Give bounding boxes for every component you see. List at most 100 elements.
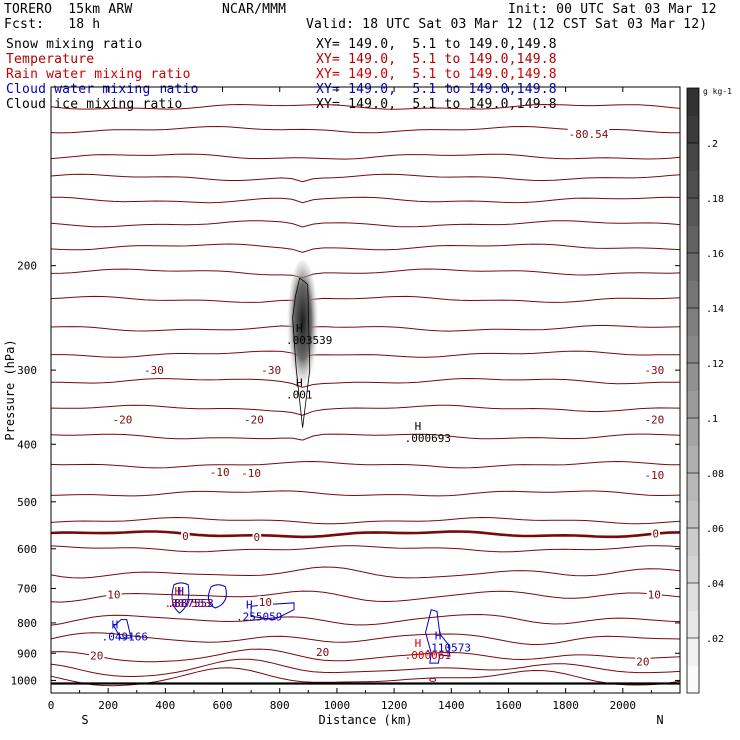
isotherm-label-bg <box>111 413 134 426</box>
colorbar-tick-label: .02 <box>706 634 724 645</box>
isotherm <box>50 545 681 553</box>
colorbar-segment <box>687 253 699 281</box>
colorbar-segment <box>687 363 699 391</box>
isotherm-label: -30 <box>261 364 281 377</box>
maximum-marker-h: H <box>415 420 422 433</box>
legend-field-range: XY= 149.0, 5.1 to 149.0,149.8 <box>316 67 557 82</box>
y-tick-label: 300 <box>17 364 37 377</box>
colorbar-segment <box>687 170 699 199</box>
isotherm <box>50 648 681 663</box>
isotherm-label: 20 <box>636 656 649 669</box>
colorbar-tick-label: .2 <box>706 139 718 150</box>
forecast-hour: Fcst: 18 h <box>4 17 101 32</box>
maximum-marker-h: H <box>175 585 182 598</box>
colorbar-frame <box>686 87 700 694</box>
isotherm-label: 10 <box>648 589 661 602</box>
colorbar-unit-label: g kg-1 <box>703 87 732 96</box>
isotherm <box>50 667 681 687</box>
colorbar-segment <box>687 445 699 474</box>
isotherm-label-bg <box>243 413 265 426</box>
x-axis-label: Distance (km) <box>319 713 413 727</box>
isotherm-label-bg <box>651 527 660 540</box>
colorbar-segment <box>687 280 699 309</box>
isotherm-label-bg <box>260 364 283 377</box>
colorbar-segment <box>687 638 699 666</box>
maximum-value: .887553 <box>167 597 213 610</box>
y-axis-label: Pressure (hPa) <box>3 339 17 440</box>
colorbar-segment <box>687 610 699 639</box>
snow-mixing-ratio-shading <box>286 260 319 397</box>
maximum-value: .887553 <box>165 597 211 610</box>
colorbar-tick-label: .08 <box>706 469 724 480</box>
cloud-water-contour <box>425 609 451 664</box>
isotherm-label-bg <box>143 364 165 377</box>
isotherm <box>50 268 681 279</box>
isotherm-label-bg <box>106 588 122 601</box>
isotherm-label: 20 <box>316 646 329 659</box>
isotherm <box>50 460 681 469</box>
maximum-marker-h: H <box>435 629 442 642</box>
isotherm <box>50 613 681 626</box>
isotherm <box>50 632 681 646</box>
maximum-value: .000061 <box>405 649 451 662</box>
colorbar-segment <box>687 528 699 556</box>
isotherm-label-bg <box>252 530 262 543</box>
x-tick-label: 400 <box>155 699 175 712</box>
north-end-label: N <box>656 713 663 727</box>
init-time: Init: 00 UTC Sat 03 Mar 12 <box>508 2 717 17</box>
cloud-ice-contour <box>292 277 311 428</box>
isotherm <box>50 325 681 332</box>
legend-field-range: XY= 149.0, 5.1 to 149.0,149.8 <box>316 37 557 52</box>
isotherm <box>50 490 681 497</box>
isotherm-label: 10 <box>107 589 120 602</box>
isotherm-label: -30 <box>144 364 164 377</box>
isotherm <box>50 295 681 304</box>
colorbar-segment <box>687 88 699 116</box>
isotherm <box>50 173 681 183</box>
maximum-marker-h: H <box>246 598 253 611</box>
org-label: NCAR/MMM <box>222 2 287 17</box>
colorbar-segment <box>687 473 699 501</box>
y-tick-label: 900 <box>17 647 37 660</box>
colorbar-segment <box>687 390 699 419</box>
x-tick-label: 600 <box>213 699 233 712</box>
maximum-value: .110573 <box>425 641 471 654</box>
cloud-water-contour <box>171 582 190 614</box>
isotherm-label: -20 <box>244 413 264 426</box>
isotherm <box>50 433 681 441</box>
isotherm-label-bg <box>635 655 651 668</box>
legend-field-range: XY= 149.0, 5.1 to 149.0,149.8 <box>316 82 557 97</box>
x-tick-label: 1000 <box>324 699 351 712</box>
x-tick-label: 1200 <box>381 699 408 712</box>
isotherm-label: 0 <box>254 531 261 544</box>
legend-field-name: Cloud water mixing ratio <box>6 82 199 97</box>
colorbar-segment <box>687 555 699 584</box>
colorbar-segment <box>687 143 699 171</box>
x-tick-label: 1400 <box>438 699 465 712</box>
cloud-water-contour <box>113 619 132 640</box>
maximum-marker-h: H <box>112 619 119 632</box>
y-tick-label: 1000 <box>11 674 38 687</box>
maximum-value: .000693 <box>405 432 451 445</box>
cloud-water-contour <box>207 584 227 609</box>
maximum-marker-h: H <box>296 376 303 389</box>
colorbar-segment <box>687 583 699 611</box>
isotherm-label-bg <box>208 465 231 478</box>
legend-field-range: XY= 149.0, 5.1 to 149.0,149.8 <box>316 52 557 67</box>
maximum-marker-h: H <box>296 322 303 335</box>
colorbar-segment <box>687 418 699 446</box>
isotherm-label: 0 <box>652 527 659 540</box>
isotherm <box>50 404 681 416</box>
colorbar-segment <box>687 115 699 144</box>
y-tick-label: 200 <box>17 260 37 273</box>
x-tick-label: 200 <box>98 699 118 712</box>
x-tick-label: 1800 <box>552 699 579 712</box>
colorbar-segment <box>687 335 699 364</box>
colorbar-tick-label: .16 <box>706 249 724 260</box>
isotherm-label: -10 <box>644 469 664 482</box>
isotherm-label-bg <box>257 596 274 609</box>
isotherm-label-bg <box>315 645 331 658</box>
colorbar-tick-label: .1 <box>706 414 718 425</box>
isotherm <box>50 103 681 110</box>
